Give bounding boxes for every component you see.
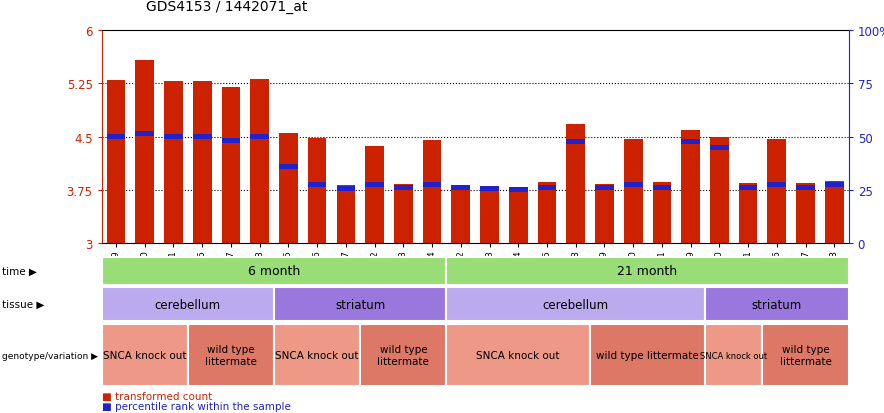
Bar <box>250 80 269 244</box>
Bar <box>164 135 183 140</box>
Bar <box>193 135 211 140</box>
Bar <box>682 140 700 145</box>
Bar <box>279 134 298 244</box>
Bar <box>164 82 183 244</box>
Bar <box>423 141 441 244</box>
Bar <box>682 130 700 244</box>
Text: time ▶: time ▶ <box>2 266 36 276</box>
Bar <box>308 183 326 188</box>
Bar <box>710 145 728 150</box>
Text: SNCA knock out: SNCA knock out <box>103 350 187 360</box>
Bar <box>567 125 585 244</box>
Text: ■ percentile rank within the sample: ■ percentile rank within the sample <box>102 401 291 411</box>
Bar <box>423 183 441 188</box>
Bar <box>279 165 298 170</box>
Bar <box>480 187 499 244</box>
Bar <box>739 183 758 244</box>
Bar <box>624 183 643 188</box>
Text: tissue ▶: tissue ▶ <box>2 299 44 309</box>
Bar <box>452 186 470 191</box>
Bar <box>739 186 758 191</box>
Bar <box>222 138 240 143</box>
Text: striatum: striatum <box>335 298 385 311</box>
Text: 21 month: 21 month <box>617 264 678 278</box>
Bar <box>796 183 815 244</box>
Bar <box>509 189 528 244</box>
Bar <box>825 183 843 188</box>
Bar <box>537 186 556 191</box>
Bar <box>652 183 671 244</box>
Bar <box>394 185 413 244</box>
Bar <box>595 186 613 191</box>
Text: SNCA knock out: SNCA knock out <box>476 350 560 360</box>
Text: wild type
littermate: wild type littermate <box>377 344 430 366</box>
Bar <box>452 185 470 244</box>
Bar <box>509 188 528 193</box>
Bar <box>193 82 211 244</box>
Bar <box>365 147 384 244</box>
Text: cerebellum: cerebellum <box>543 298 609 311</box>
Text: SNCA knock out: SNCA knock out <box>276 350 359 360</box>
Text: GDS4153 / 1442071_at: GDS4153 / 1442071_at <box>146 0 308 14</box>
Bar <box>135 131 154 136</box>
Bar <box>250 135 269 140</box>
Bar <box>308 139 326 244</box>
Bar <box>337 187 355 192</box>
Bar <box>537 183 556 244</box>
Text: ■ transformed count: ■ transformed count <box>102 392 212 401</box>
Text: genotype/variation ▶: genotype/variation ▶ <box>2 351 98 360</box>
Bar <box>394 186 413 191</box>
Bar <box>107 81 126 244</box>
Bar <box>107 135 126 140</box>
Bar <box>480 187 499 192</box>
Text: striatum: striatum <box>751 298 802 311</box>
Bar <box>222 88 240 244</box>
Text: SNCA knock out: SNCA knock out <box>700 351 767 360</box>
Bar <box>710 138 728 244</box>
Bar <box>567 140 585 145</box>
Bar <box>337 185 355 244</box>
Bar <box>825 182 843 244</box>
Bar <box>652 186 671 191</box>
Bar <box>767 183 786 188</box>
Text: wild type
littermate: wild type littermate <box>205 344 257 366</box>
Bar <box>796 186 815 191</box>
Bar <box>624 140 643 244</box>
Text: wild type
littermate: wild type littermate <box>780 344 832 366</box>
Bar <box>595 185 613 244</box>
Text: 6 month: 6 month <box>248 264 301 278</box>
Text: cerebellum: cerebellum <box>155 298 221 311</box>
Bar <box>135 61 154 244</box>
Bar <box>767 140 786 244</box>
Text: wild type littermate: wild type littermate <box>596 350 699 360</box>
Bar <box>365 183 384 188</box>
